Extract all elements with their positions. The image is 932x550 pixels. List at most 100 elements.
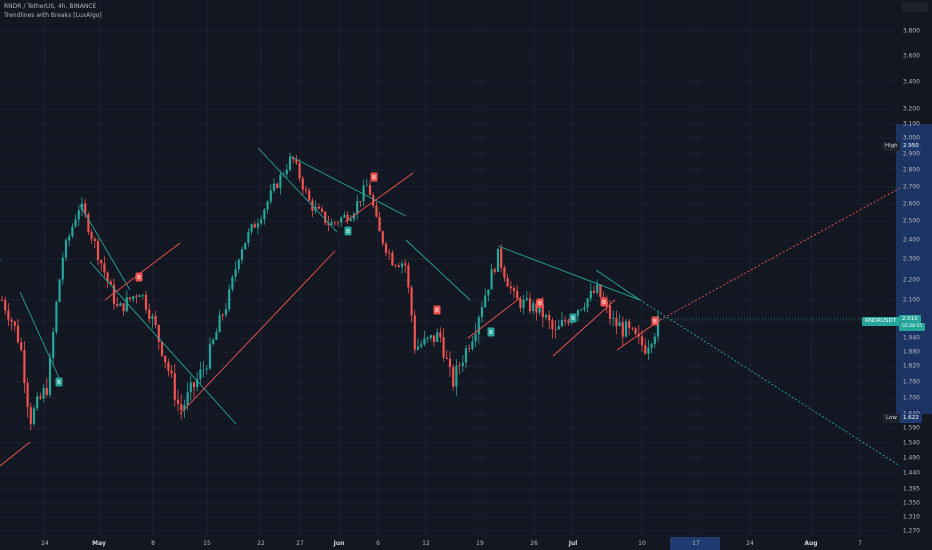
candle-body bbox=[461, 362, 464, 367]
candle-body bbox=[477, 317, 480, 334]
high-value-label: 2.950 bbox=[900, 142, 922, 151]
y-tick-label: 1.310 bbox=[902, 513, 920, 521]
support-line-4 bbox=[467, 297, 521, 339]
resistance-line-4 bbox=[257, 147, 338, 233]
break-label-text-0: B bbox=[57, 380, 61, 386]
candle-body bbox=[506, 277, 509, 287]
candle-body bbox=[410, 287, 413, 316]
candle-body bbox=[109, 281, 112, 285]
candle-body bbox=[330, 222, 333, 226]
x-tick-label: 8 bbox=[151, 540, 155, 547]
candle-body bbox=[228, 289, 231, 310]
candle-body bbox=[119, 303, 122, 306]
candle-body bbox=[640, 336, 644, 346]
candle-body bbox=[592, 290, 596, 293]
x-tick-label: 15 bbox=[203, 540, 211, 547]
candle-body bbox=[164, 355, 167, 363]
resistance-line-1 bbox=[19, 291, 61, 381]
candle-body bbox=[36, 396, 39, 409]
candle-body bbox=[253, 224, 256, 228]
candle-body bbox=[221, 314, 224, 316]
candle-body bbox=[538, 303, 541, 313]
x-tick-label: 12 bbox=[422, 540, 430, 547]
candle-body bbox=[205, 368, 208, 370]
candle-body bbox=[516, 291, 519, 299]
candle-body bbox=[586, 298, 589, 308]
high-label: High bbox=[882, 142, 901, 151]
candle-body bbox=[295, 159, 298, 163]
candle-body bbox=[180, 404, 183, 410]
symbol-title[interactable]: RNDR / TetherUS, 4h, BINANCE bbox=[4, 3, 97, 10]
break-label-3 bbox=[370, 172, 378, 182]
candle-body bbox=[368, 184, 372, 196]
candle-body bbox=[381, 231, 384, 244]
candle-body bbox=[455, 365, 458, 387]
candle-body bbox=[218, 314, 221, 333]
candle-body bbox=[279, 174, 282, 188]
y-tick-label: 2.700 bbox=[902, 183, 920, 191]
candle-body bbox=[580, 309, 583, 311]
y-tick-label: 2.500 bbox=[902, 217, 920, 225]
candle-body bbox=[420, 344, 423, 347]
candle-body bbox=[503, 267, 506, 278]
indicator-name[interactable]: Trendlines with Breaks [LuxAlgo] bbox=[4, 12, 102, 19]
candle-body bbox=[567, 321, 570, 324]
candle-body bbox=[0, 300, 4, 301]
candle-body bbox=[509, 286, 512, 289]
candle-body bbox=[292, 157, 295, 160]
candle-body bbox=[445, 357, 448, 359]
x-tick-label: Jun bbox=[333, 540, 345, 547]
candle-body bbox=[93, 238, 96, 242]
break-label-text-2: B bbox=[346, 229, 350, 235]
candle-body bbox=[413, 315, 416, 350]
candle-body bbox=[176, 399, 180, 405]
candle-body bbox=[84, 203, 87, 215]
candle-body bbox=[596, 284, 599, 293]
x-tick-label: 22 bbox=[257, 540, 265, 547]
candle-body bbox=[544, 315, 548, 318]
candle-body bbox=[202, 369, 205, 371]
break-label-text-6: B bbox=[538, 301, 542, 307]
support-line-0 bbox=[0, 441, 31, 467]
candle-body bbox=[439, 332, 442, 338]
candle-body bbox=[100, 259, 103, 264]
candle-body bbox=[356, 201, 359, 214]
candle-body bbox=[442, 337, 445, 358]
candle-body bbox=[384, 243, 388, 253]
candle-body bbox=[525, 298, 528, 300]
y-tick-label: 1.540 bbox=[902, 439, 920, 447]
candle-body bbox=[39, 396, 42, 399]
break-label-2 bbox=[344, 226, 352, 236]
candle-body bbox=[32, 408, 36, 425]
candle-body bbox=[167, 362, 170, 371]
candle-body bbox=[532, 303, 535, 312]
candle-body bbox=[375, 205, 378, 217]
break-label-text-5: B bbox=[489, 330, 493, 336]
candle-body bbox=[564, 319, 567, 322]
candle-body bbox=[404, 263, 407, 266]
break-label-text-7: B bbox=[571, 316, 575, 322]
break-label-7 bbox=[569, 313, 577, 323]
break-label-8 bbox=[600, 297, 608, 307]
candle-body bbox=[343, 214, 346, 218]
candle-body bbox=[522, 299, 525, 308]
candle-body bbox=[71, 226, 74, 237]
candle-body bbox=[308, 190, 311, 201]
y-tick-label: 3.600 bbox=[902, 52, 920, 60]
candle-body bbox=[122, 303, 125, 312]
candle-body bbox=[612, 317, 615, 319]
candle-body bbox=[528, 298, 532, 312]
candle-body bbox=[458, 365, 461, 367]
y-tick-label: 1.395 bbox=[902, 485, 920, 493]
y-tick-label: 1.270 bbox=[902, 527, 920, 535]
support-line-3 bbox=[344, 172, 414, 223]
candle-body bbox=[618, 322, 621, 327]
candle-body bbox=[138, 295, 141, 298]
break-label-text-4: B bbox=[435, 308, 439, 314]
settings-box[interactable] bbox=[902, 2, 928, 12]
y-tick-label: 3.000 bbox=[902, 134, 920, 142]
candle-body bbox=[298, 162, 301, 179]
y-tick-label: 2.800 bbox=[902, 166, 920, 174]
candle-body bbox=[548, 315, 551, 321]
